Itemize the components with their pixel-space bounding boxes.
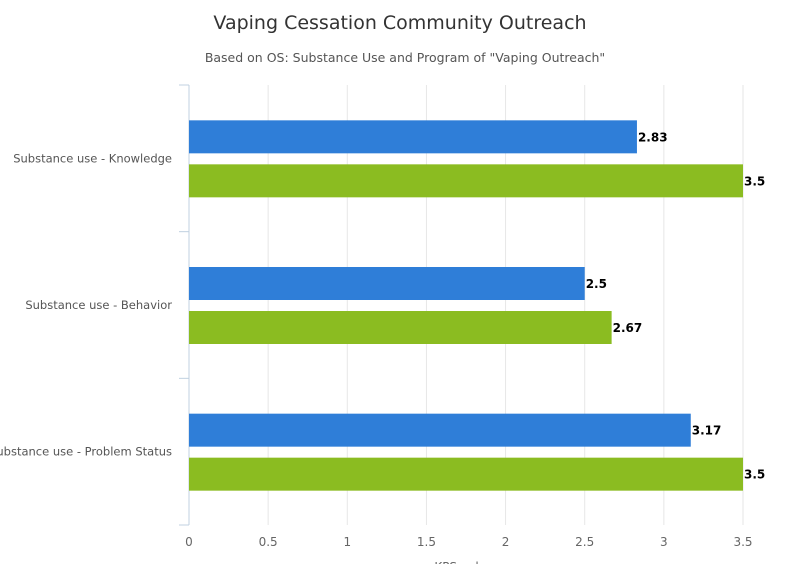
data-label: 3.5 [744, 174, 765, 188]
bar [189, 267, 585, 300]
bar [189, 413, 691, 447]
category-label: Substance use - Problem Status [0, 445, 172, 459]
data-label: 2.83 [638, 130, 668, 144]
x-tick-label: 3.5 [733, 535, 752, 549]
x-tick-label: 1 [343, 535, 351, 549]
data-label: 2.67 [613, 321, 643, 335]
chart-subtitle: Based on OS: Substance Use and Program o… [204, 50, 606, 65]
x-tick-label: 0 [185, 535, 193, 549]
x-tick-label: 2.5 [575, 535, 594, 549]
chart-title: Vaping Cessation Community Outreach [213, 12, 587, 34]
data-label: 2.5 [586, 277, 607, 291]
category-label: Substance use - Behavior [25, 298, 172, 312]
bar [189, 311, 612, 344]
bar [189, 120, 637, 154]
bar [189, 164, 743, 198]
x-axis-title: KPS value [434, 560, 493, 564]
x-tick-label: 0.5 [259, 535, 278, 549]
x-tick-label: 3 [660, 535, 668, 549]
data-label: 3.17 [692, 424, 722, 438]
x-tick-label: 1.5 [417, 535, 436, 549]
category-label: Substance use - Knowledge [13, 151, 172, 165]
x-tick-label: 2 [502, 535, 510, 549]
data-label: 3.5 [744, 468, 765, 482]
bar [189, 457, 743, 491]
